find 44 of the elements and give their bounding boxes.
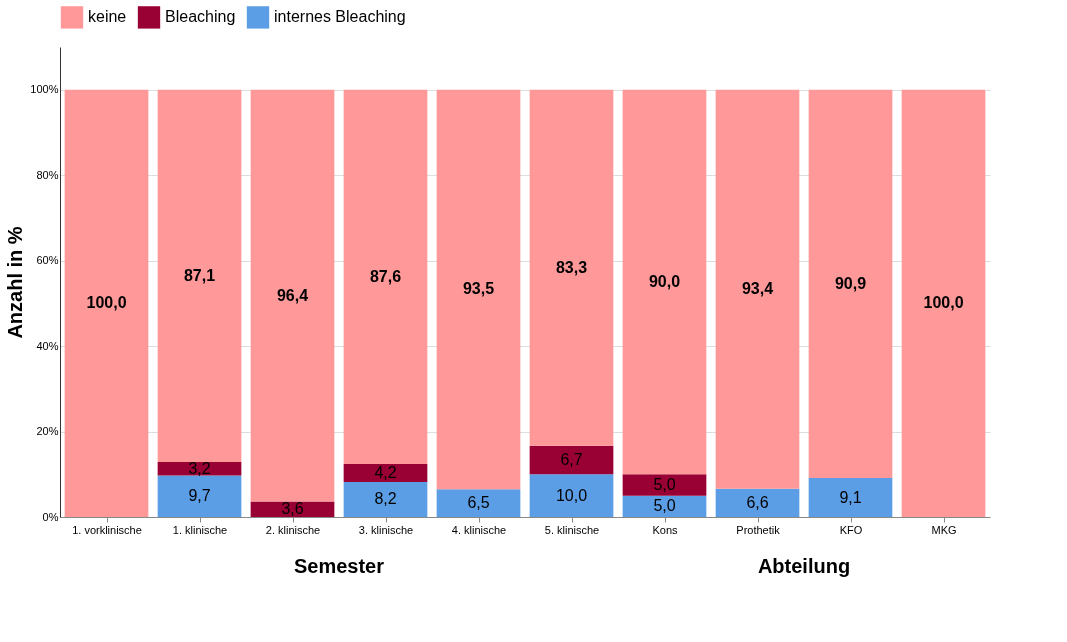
data-label: 90,0 (648, 273, 681, 290)
data-label: 93,5 (462, 280, 495, 298)
data-label: 93,4 (741, 280, 774, 298)
data-label: 6,7 (560, 450, 583, 468)
y-tick-label: 100% (30, 83, 59, 96)
data-label: 3,6 (281, 500, 304, 518)
data-label: 6,5 (467, 494, 490, 512)
x-tick-label: 1. vorklinische (72, 523, 142, 536)
data-label: 4,2 (374, 463, 397, 481)
text: Semester (293, 555, 385, 577)
text: Abteilung (757, 555, 851, 577)
y-tick-label: 60% (36, 254, 59, 267)
data-label: 96,4 (276, 286, 309, 304)
data-label: 87,1 (183, 266, 216, 284)
legend-label: internes Bleaching (274, 8, 406, 26)
x-tick-label: Kons (652, 523, 679, 536)
data-label: 87,6 (369, 267, 402, 285)
data-label: 83,3 (555, 258, 588, 276)
y-tick-label: 20% (36, 425, 59, 438)
data-label: 90,9 (834, 274, 867, 292)
y-tick-label: 40% (36, 339, 59, 352)
data-label: 5,0 (653, 497, 676, 515)
data-label: 6,6 (746, 493, 769, 511)
x-tick-label: Prothetik (736, 523, 781, 536)
legend-label: Bleaching (165, 8, 236, 26)
data-label: 100,0 (86, 294, 127, 312)
x-tick-label: 5. klinische (544, 523, 600, 536)
x-tick-label: 3. klinische (358, 523, 414, 536)
x-tick-label: 1. klinische (172, 523, 228, 536)
data-label: 100,0 (923, 294, 964, 312)
data-label: 8,2 (374, 490, 397, 508)
data-label: 9,7 (188, 487, 211, 505)
x-tick-label: 2. klinische (265, 523, 321, 536)
x-tick-label: 4. klinische (451, 523, 507, 536)
y-tick-label: 80% (36, 168, 59, 181)
data-label: 9,1 (839, 488, 862, 506)
data-label: 3,2 (188, 459, 211, 477)
data-label: 10,0 (555, 486, 588, 504)
y-axis-title: Anzahl in % (4, 226, 27, 339)
data-label: 5,0 (653, 475, 676, 493)
x-tick-label: KFO (839, 523, 863, 536)
legend-label: keine (88, 8, 127, 26)
y-tick-label: 0% (42, 510, 59, 523)
x-tick-label: MKG (931, 523, 957, 536)
